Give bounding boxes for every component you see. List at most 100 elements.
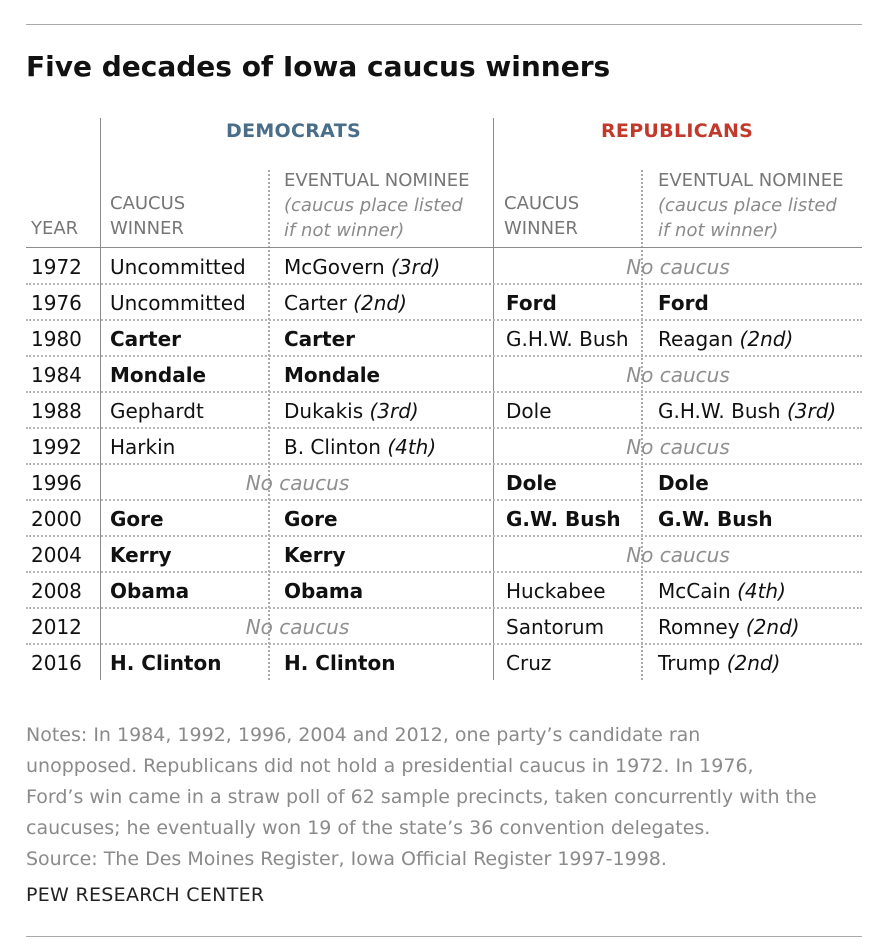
table-row: 2008 Obama Obama Huckabee McCain (4th) (0, 573, 896, 609)
rep-no-caucus: No caucus (494, 434, 862, 460)
year-column-divider (100, 118, 101, 680)
table-row: 2016 H. Clinton H. Clinton Cruz Trump (2nd) (0, 645, 896, 681)
dem-nominee-cell-place: (3rd) (369, 399, 419, 423)
rep-nominee-cell-place: (2nd) (739, 327, 794, 351)
dem-subcolumn-divider (268, 170, 270, 680)
dem-winner-cell-text: Obama (110, 579, 190, 603)
democrats-heading: DEMOCRATS (226, 120, 361, 142)
year-cell: 2000 (31, 506, 82, 532)
dem-nominee-cell-place: (4th) (387, 435, 437, 459)
rep-winner-cell: G.W. Bush (506, 506, 621, 532)
rep-nominee-cell: Romney (2nd) (658, 614, 800, 640)
dem-winner-cell: Gore (110, 506, 164, 532)
dem-winner-cell-text: Gephardt (110, 399, 204, 423)
rep-winner-cell-text: Dole (506, 399, 552, 423)
year-cell: 2004 (31, 542, 82, 568)
dem-no-caucus: No caucus (101, 470, 494, 496)
row-divider (26, 535, 862, 537)
dem-winner-cell-text: Harkin (110, 435, 176, 459)
rep-nominee-cell-place: (3rd) (786, 399, 837, 423)
notes-line: Ford’s win came in a straw poll of 62 sa… (26, 786, 817, 808)
header-line-2: WINNER (110, 218, 184, 239)
year-cell-text: 1988 (31, 399, 82, 423)
dem-winner-cell: Gephardt (110, 398, 204, 424)
year-cell-text: 1972 (31, 255, 82, 279)
rep-no-caucus-text: No caucus (626, 543, 730, 567)
rep-no-caucus: No caucus (494, 362, 862, 388)
dem-nominee-cell-text: Gore (284, 507, 338, 531)
brand-label: PEW RESEARCH CENTER (26, 884, 265, 906)
year-cell-text: 1980 (31, 327, 82, 351)
year-header: YEAR (31, 216, 78, 241)
dem-nominee-cell-text: Carter (284, 291, 354, 315)
dem-no-caucus: No caucus (101, 614, 494, 640)
year-cell: 1976 (31, 290, 82, 316)
rep-no-caucus: No caucus (494, 254, 862, 280)
dem-winner-cell-text: Mondale (110, 363, 207, 387)
row-divider (26, 391, 862, 393)
header-line-1: CAUCUS (504, 193, 580, 214)
table-row: 2000 Gore Gore G.W. Bush G.W. Bush (0, 501, 896, 537)
dem-winner-header: CAUCUS WINNER (110, 191, 185, 241)
year-cell-text: 2012 (31, 615, 82, 639)
republicans-heading: REPUBLICANS (601, 120, 754, 142)
row-divider (26, 283, 862, 285)
year-cell: 2012 (31, 614, 82, 640)
row-divider (26, 355, 862, 357)
year-cell-text: 1984 (31, 363, 82, 387)
table-row: 1984 Mondale Mondale No caucus (0, 357, 896, 393)
dem-winner-cell: Carter (110, 326, 181, 352)
notes-line: Notes: In 1984, 1992, 1996, 2004 and 201… (26, 724, 701, 746)
header-line-1: CAUCUS (110, 193, 186, 214)
header-sub-1: (caucus place listed (658, 195, 837, 216)
rep-winner-cell: Huckabee (506, 578, 606, 604)
rep-nominee-cell-text: G.H.W. Bush (658, 399, 787, 423)
year-cell-text: 1992 (31, 435, 82, 459)
dem-nominee-cell: H. Clinton (284, 650, 395, 676)
table-row: 1972 Uncommitted McGovern (3rd) No caucus (0, 249, 896, 285)
row-divider (26, 499, 862, 501)
rep-winner-header: CAUCUS WINNER (504, 191, 579, 241)
top-rule (26, 24, 862, 25)
rep-nominee-cell-text: Romney (658, 615, 746, 639)
header-line-2: WINNER (504, 218, 578, 239)
dem-winner-cell-text: Uncommitted (110, 255, 246, 279)
rep-nominee-cell-place: (2nd) (745, 615, 800, 639)
dem-winner-cell-text: Carter (110, 327, 182, 351)
year-cell: 1984 (31, 362, 82, 388)
rep-subcolumn-divider (641, 170, 643, 680)
dem-nominee-cell: Dukakis (3rd) (284, 398, 419, 424)
rep-nominee-cell-text: Dole (658, 471, 709, 495)
dem-nominee-cell: Kerry (284, 542, 345, 568)
dem-winner-cell: Uncommitted (110, 254, 246, 280)
row-divider (26, 319, 862, 321)
dem-winner-cell-text: H. Clinton (110, 651, 222, 675)
dem-nominee-cell-text: Carter (284, 327, 356, 351)
bottom-rule (26, 936, 862, 937)
dem-nominee-cell-text: H. Clinton (284, 651, 396, 675)
rep-nominee-cell: McCain (4th) (658, 578, 786, 604)
rep-nominee-cell: Trump (2nd) (658, 650, 780, 676)
year-cell-text: 2016 (31, 651, 82, 675)
table-row: 1992 Harkin B. Clinton (4th) No caucus (0, 429, 896, 465)
rep-nominee-cell-text: Ford (658, 291, 709, 315)
year-header-label: YEAR (31, 218, 79, 239)
dem-nominee-cell: Carter (2nd) (284, 290, 407, 316)
dem-nominee-cell-place: (2nd) (353, 291, 407, 315)
rep-winner-cell-text: Santorum (506, 615, 605, 639)
rep-winner-cell-text: Dole (506, 471, 557, 495)
rep-winner-cell-text: Huckabee (506, 579, 606, 603)
header-sub-2: if not winner) (658, 220, 779, 241)
table-row: 2012 No caucus Santorum Romney (2nd) (0, 609, 896, 645)
rep-nominee-cell: Reagan (2nd) (658, 326, 793, 352)
rep-nominee-cell-text: Trump (658, 651, 727, 675)
year-cell: 2016 (31, 650, 82, 676)
rep-winner-cell-text: G.H.W. Bush (506, 327, 629, 351)
rep-nominee-cell: G.H.W. Bush (3rd) (658, 398, 836, 424)
table-row: 1976 Uncommitted Carter (2nd) Ford Ford (0, 285, 896, 321)
notes: Notes: In 1984, 1992, 1996, 2004 and 201… (26, 720, 876, 875)
header-sub-2: if not winner) (284, 220, 405, 241)
rep-no-caucus-text: No caucus (626, 363, 730, 387)
table-row: 1980 Carter Carter G.H.W. Bush Reagan (2nd) (0, 321, 896, 357)
rep-nominee-cell-text: McCain (658, 579, 738, 603)
